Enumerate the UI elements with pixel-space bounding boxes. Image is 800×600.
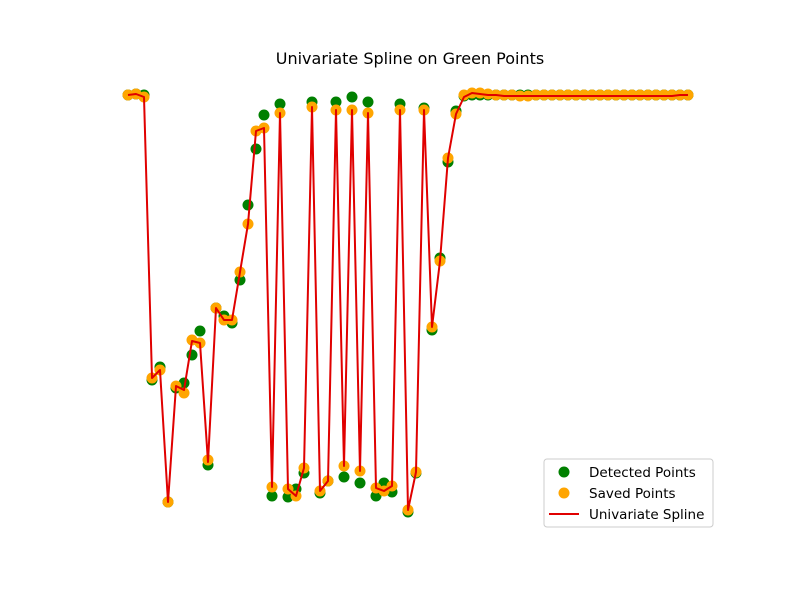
detected-point-26 [330, 96, 342, 108]
detected-point-18 [266, 490, 278, 502]
detected-point-17 [258, 109, 270, 121]
saved-point-7 [178, 387, 190, 399]
detected-point-15 [242, 199, 254, 211]
detected-point-28 [346, 91, 358, 103]
detected-point-29 [354, 477, 366, 489]
legend: Detected Points Saved Points Univariate … [543, 458, 714, 528]
legend-entry-detected: Detected Points [558, 465, 696, 481]
legend-label-saved: Saved Points [589, 486, 676, 502]
detected-point-9 [194, 325, 206, 337]
detected-point-16 [250, 143, 262, 155]
legend-label-detected: Detected Points [589, 465, 696, 481]
detected-point-30 [362, 96, 374, 108]
detected-point-19 [274, 98, 286, 110]
legend-entry-saved: Saved Points [558, 486, 676, 502]
chart-title: Univariate Spline on Green Points [276, 49, 545, 68]
univariate-spline-series [127, 92, 688, 511]
plot-area [122, 87, 694, 518]
detected-point-27 [338, 471, 350, 483]
legend-entry-spline: Univariate Spline [549, 507, 704, 523]
legend-marker-detected [558, 466, 570, 478]
legend-marker-saved [558, 487, 570, 499]
detected-point-31 [370, 490, 382, 502]
detected-point-20 [282, 491, 294, 503]
legend-label-spline: Univariate Spline [589, 507, 704, 523]
legend-frame [543, 458, 714, 528]
saved-point-0 [122, 89, 134, 101]
spline-line [127, 92, 688, 511]
